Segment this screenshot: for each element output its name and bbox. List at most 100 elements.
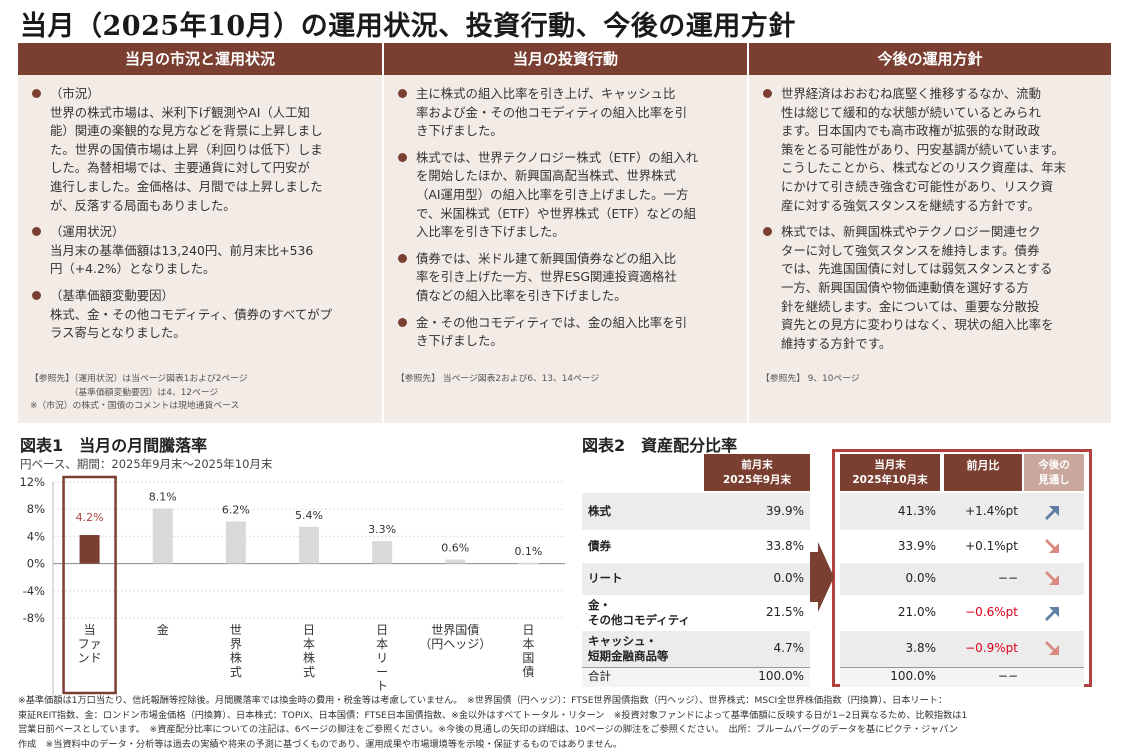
table-row-right [840, 493, 1084, 530]
reference-note: 【参照先】 当ページ図表2および6、13、14ページ [396, 374, 600, 384]
bullet-text: 金・その他コモディティでは、金の組入比率を引 き下げました。 [416, 314, 687, 349]
cell-diff: −− [997, 571, 1018, 585]
table-row-right [840, 530, 1084, 563]
bar [372, 541, 393, 564]
cell-curr: 0.0% [905, 571, 937, 585]
cell-prev: 0.0% [773, 571, 805, 585]
highlight-frame [62, 475, 117, 695]
bullet-dot-icon [763, 89, 772, 98]
cell-prev: 39.9% [765, 503, 804, 518]
bullet-text: 世界の株式市場は、米利下げ観測やAI（人工知 能）関連の楽観的な見方などを背景に… [50, 104, 323, 213]
bar [79, 535, 100, 564]
data-label: 8.1% [149, 491, 177, 504]
table-row-right [840, 631, 1084, 667]
cell-curr: 21.0% [897, 605, 936, 619]
reference-note: 【参照先】（運用状況）は当ページ図表1および2ページ （基準価額変動要因）は4、… [30, 374, 248, 411]
bar [518, 562, 539, 564]
asset-name: 債券 [588, 538, 611, 553]
column-heading: 当月の市況と運用状況 [18, 43, 382, 75]
arrow-up-right-icon [1045, 505, 1059, 520]
column-market: 当月の市況と運用状況 （市況） 世界の株式市場は、米利下げ観測やAI（人工知 能）… [18, 43, 382, 423]
monthly-return-chart: 12% 8% 4% 0% -4% -8% 4.2% 当ファンド 8.1% 金 6.2% 世界株式 5.4… [19, 475, 565, 696]
table-row-right [840, 563, 1084, 595]
y-tick-label: -8% [23, 611, 45, 625]
cell-curr: 41.3% [897, 503, 936, 518]
cell-prev: 33.8% [765, 538, 804, 553]
bar [445, 559, 466, 564]
cell-prev: 100.0% [758, 669, 804, 683]
arrow-down-right-icon [1045, 571, 1059, 585]
table-row-right [840, 667, 1084, 687]
allocation-table: 前月末 2025年9月末 当月末 2025年10月末 前月比 今後の 見通し 株式 39.… [582, 449, 1098, 690]
cell-diff: +1.4%pt [965, 503, 1018, 518]
bullet-text: 当月末の基準価額は13,240円、前月末比+536 円（+4.2%）となりました… [50, 242, 314, 277]
cell-curr: 33.9% [897, 538, 936, 553]
y-tick-label: 12% [19, 475, 45, 489]
header-prev: 前月末 2025年9月末 [704, 454, 810, 491]
category-label: 金 [157, 622, 169, 637]
page-title: 当月（2025年10月）の運用状況、投資行動、今後の運用方針 [20, 11, 796, 42]
bullet-item: （運用状況） 当月末の基準価額は13,240円、前月末比+536 円（+4.2%）… [32, 223, 374, 279]
bullet-dot-icon [763, 227, 772, 237]
header-curr: 当月末 2025年10月末 [840, 454, 940, 491]
bullet-dot-icon [398, 317, 407, 327]
bullet-text: 世界経済はおおむね底堅く推移するなか、流動 性は総じて緩和的な状態が続いていると… [781, 86, 1066, 213]
table-row-left [582, 595, 810, 631]
data-label: 4.2% [76, 511, 104, 524]
asset-name: キャッシュ・ 短期金融商品等 [588, 634, 669, 663]
bullet-item: （市況） 世界の株式市場は、米利下げ観測やAI（人工知 能）関連の楽観的な見方など… [32, 85, 374, 215]
asset-name: 合計 [588, 669, 611, 683]
bullet-dot-icon [398, 152, 407, 162]
bullet-label: （市況） [50, 86, 100, 101]
asset-name: リート [588, 571, 623, 585]
y-tick-label: 8% [27, 502, 45, 516]
data-label: 0.6% [441, 542, 469, 555]
bullet-text: 株式、金・その他コモディティ、債券のすべてがプ ラス寄与となりました。 [50, 306, 333, 341]
bullet-item: 株式では、世界テクノロジー株式（ETF）の組入れ を開始したほか、新興国高配当株… [398, 149, 739, 242]
cell-curr: 100.0% [890, 669, 936, 683]
table-row-left [582, 530, 810, 563]
cell-curr: 3.8% [905, 641, 937, 655]
column-heading: 今後の運用方針 [749, 43, 1111, 75]
y-tick-label: -4% [23, 584, 45, 598]
asset-name: 株式 [588, 503, 611, 518]
header-diff: 前月比 [944, 454, 1022, 491]
bullet-text: 主に株式の組入比率を引き上げ、キャッシュ比 率および金・その他コモディティの組入… [416, 86, 687, 139]
bullet-item: 世界経済はおおむね底堅く推移するなか、流動 性は総じて緩和的な状態が続いていると… [763, 85, 1103, 215]
arrow-up-right-icon [1045, 607, 1059, 621]
column-body: 世界経済はおおむね底堅く推移するなか、流動 性は総じて緩和的な状態が続いていると… [749, 75, 1111, 423]
table-row-left [582, 631, 810, 667]
reference-note: 【参照先】 9、10ページ [761, 374, 860, 384]
bar [225, 521, 246, 564]
bullet-label: （運用状況） [50, 224, 125, 240]
cell-diff: +0.1%pt [965, 538, 1018, 553]
bullet-item: 主に株式の組入比率を引き上げ、キャッシュ比 率および金・その他コモディティの組入… [398, 85, 739, 141]
arrow-right-icon [808, 542, 834, 612]
fig1-title: 図表1 当月の月間騰落率 [20, 436, 208, 455]
cell-prev: 21.5% [765, 605, 804, 619]
fig2-title: 図表2 資産配分比率 [582, 436, 738, 455]
bullet-text: 債券では、米ドル建て新興国債券などの組入比 率を引き上げた一方、世界ESG関連投… [416, 250, 677, 303]
category-label: 日本国債 [522, 623, 534, 679]
bar [299, 526, 319, 564]
bullet-dot-icon [32, 290, 41, 300]
category-label: 世界株式 [230, 623, 242, 679]
bullet-item: （基準価額変動要因） 株式、金・その他コモディティ、債券のすべてがプ ラス寄与とな… [32, 287, 374, 343]
cell-prev: 4.7% [773, 641, 805, 655]
category-label: 日本株式 [303, 623, 315, 679]
footnote: ※基準価額は1万口当たり、信託報酬等控除後。月間騰落率では換金時の費用・税金等は… [18, 695, 968, 750]
cell-diff: −0.9%pt [965, 641, 1018, 655]
category-label: 日本リート [376, 623, 388, 693]
three-column-panel: 当月の市況と運用状況 （市況） 世界の株式市場は、米利下げ観測やAI（人工知 能）… [18, 43, 1111, 423]
y-tick-label: 0% [27, 557, 45, 571]
category-label: 当ファンド [78, 623, 102, 665]
bullet-item: 金・その他コモディティでは、金の組入比率を引 き下げました。 [398, 314, 739, 351]
column-actions: 当月の投資行動 主に株式の組入比率を引き上げ、キャッシュ比 率および金・その他コ… [384, 43, 747, 423]
arrow-down-right-icon [1045, 538, 1059, 553]
table-row-right [840, 595, 1084, 631]
column-body: （市況） 世界の株式市場は、米利下げ観測やAI（人工知 能）関連の楽観的な見方など… [18, 75, 382, 423]
data-label: 5.4% [295, 509, 323, 522]
arrow-down-right-icon [1045, 641, 1059, 655]
bullet-text: 株式では、新興国株式やテクノロジー関連セク ターに対して強気スタンスを維持します… [781, 224, 1054, 351]
bar [152, 508, 173, 564]
